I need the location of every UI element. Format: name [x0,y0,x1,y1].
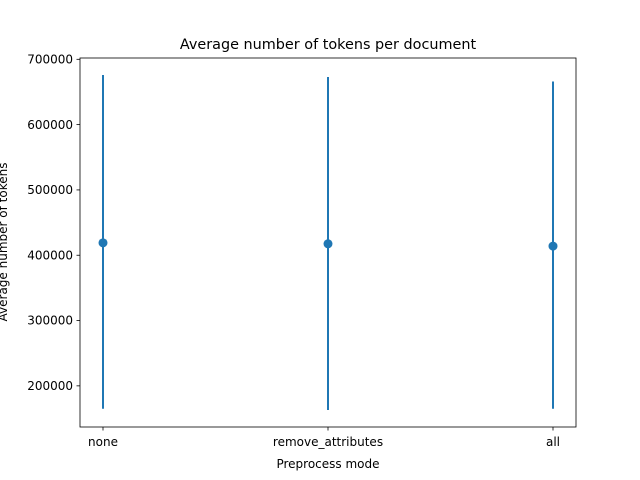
y-axis-label: Average number of tokens [0,163,10,322]
data-point [323,239,333,249]
data-point [98,238,108,248]
x-tick-label: remove_attributes [273,435,383,449]
x-tick-label: none [88,435,118,449]
y-tick-label: 200000 [27,379,73,393]
y-tick-label: 300000 [27,314,73,328]
data-point [548,241,558,251]
y-tick-label: 700000 [27,53,73,67]
y-tick-label: 400000 [27,248,73,262]
plot-area: 200000 300000 400000 500000 600000 700000 none… [27,53,560,449]
chart-title: Average number of tokens per document [180,37,477,53]
x-tick-label: all [546,435,560,449]
y-tick-label: 600000 [27,118,73,132]
axes-frame [79,57,577,428]
y-tick-label: 500000 [27,183,73,197]
x-axis-label: Preprocess mode [276,457,379,471]
